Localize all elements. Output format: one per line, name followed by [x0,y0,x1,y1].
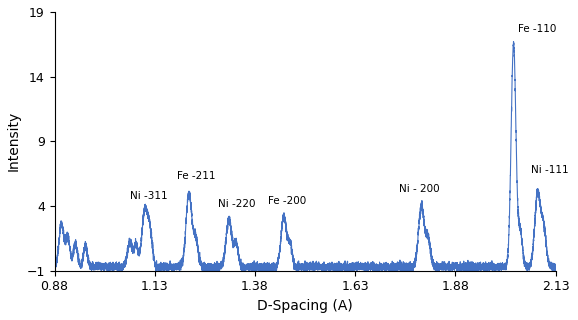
X-axis label: D-Spacing (A): D-Spacing (A) [257,299,353,313]
Text: Ni - 200: Ni - 200 [398,184,439,195]
Text: Fe -200: Fe -200 [268,196,306,206]
Text: Ni -311: Ni -311 [130,191,168,201]
Text: Fe -211: Fe -211 [177,172,216,181]
Text: Ni -220: Ni -220 [218,199,255,209]
Text: Ni -111: Ni -111 [531,165,568,175]
Y-axis label: Intensity: Intensity [7,111,21,172]
Text: Fe -110: Fe -110 [517,24,556,34]
